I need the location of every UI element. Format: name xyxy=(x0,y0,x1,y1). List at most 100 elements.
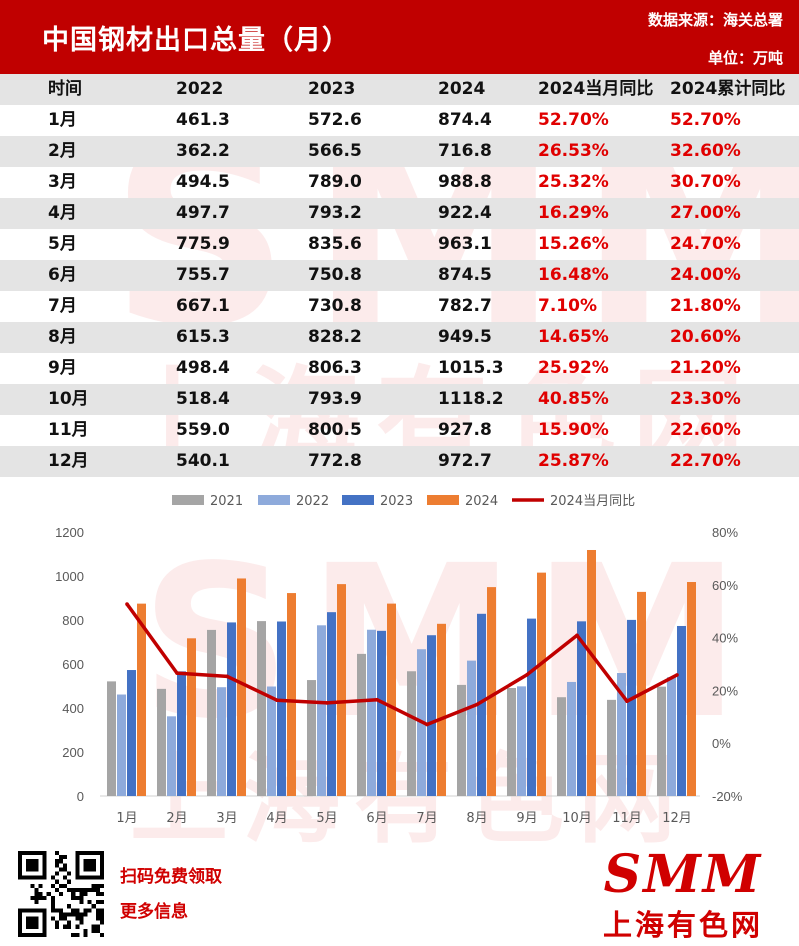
y2-tick-label: 0% xyxy=(712,736,731,751)
month-cell: 2月 xyxy=(48,141,77,161)
footer-text-scan: 扫码免费领取 xyxy=(120,867,222,887)
line-point xyxy=(625,699,629,704)
y2-tick-label: 40% xyxy=(712,631,738,646)
value-cell: 559.0 xyxy=(176,420,230,440)
value-cell: 23.30% xyxy=(670,389,741,409)
bar-2024 xyxy=(337,584,346,796)
value-cell: 828.2 xyxy=(308,327,362,347)
y-tick-label: 800 xyxy=(62,613,84,628)
value-cell: 14.65% xyxy=(538,327,609,347)
value-cell: 1015.3 xyxy=(438,358,504,378)
bar-2022 xyxy=(317,625,326,796)
line-point xyxy=(375,697,379,702)
table-row: 10月 518.4 793.9 1118.2 40.85% 23.30% xyxy=(0,384,799,415)
x-tick-label: 4月 xyxy=(266,811,287,826)
value-cell: 874.4 xyxy=(438,110,492,130)
table-row: 2月 362.2 566.5 716.8 26.53% 32.60% xyxy=(0,136,799,167)
x-tick-label: 3月 xyxy=(216,811,237,826)
bar-2022 xyxy=(217,687,226,796)
bar-2022 xyxy=(517,686,526,796)
value-cell: 835.6 xyxy=(308,234,362,254)
bar-2023 xyxy=(677,625,686,796)
bar-2024 xyxy=(287,593,296,796)
line-point xyxy=(225,674,229,679)
value-cell: 927.8 xyxy=(438,420,492,440)
value-cell: 755.7 xyxy=(176,265,230,285)
legend-label: 2024 xyxy=(465,494,498,509)
header-cell: 时间 xyxy=(48,79,82,99)
month-cell: 7月 xyxy=(48,296,77,316)
table-row: 3月 494.5 789.0 988.8 25.32% 30.70% xyxy=(0,167,799,198)
month-cell: 1月 xyxy=(48,110,77,130)
qr-code-icon xyxy=(18,851,104,937)
value-cell: 24.70% xyxy=(670,234,741,254)
legend-label: 2022 xyxy=(296,494,329,509)
value-cell: 21.80% xyxy=(670,296,741,316)
legend-label: 2024当月同比 xyxy=(550,494,635,509)
line-point xyxy=(125,602,129,606)
x-tick-label: 11月 xyxy=(612,811,642,826)
bar-2023 xyxy=(577,621,586,796)
bar-2021 xyxy=(407,671,416,796)
value-cell: 24.00% xyxy=(670,265,741,285)
y-tick-label: 1200 xyxy=(55,525,84,540)
bar-2021 xyxy=(107,681,116,796)
value-cell: 793.2 xyxy=(308,203,362,223)
value-cell: 25.32% xyxy=(538,172,609,192)
value-cell: 15.26% xyxy=(538,234,609,254)
header-cell: 2024累计同比 xyxy=(670,79,786,99)
value-cell: 40.85% xyxy=(538,389,609,409)
legend-label: 2023 xyxy=(380,494,413,509)
value-cell: 566.5 xyxy=(308,141,362,161)
value-cell: 7.10% xyxy=(538,296,597,316)
smm-logo: SMM 上海有色网 xyxy=(577,844,789,942)
month-cell: 6月 xyxy=(48,265,77,285)
value-cell: 362.2 xyxy=(176,141,230,161)
legend-swatch xyxy=(427,495,459,505)
bar-2024 xyxy=(137,603,146,796)
value-cell: 772.8 xyxy=(308,451,362,471)
y-tick-label: 200 xyxy=(62,745,84,760)
y2-tick-label: 80% xyxy=(712,525,738,540)
table-row: 1月 461.3 572.6 874.4 52.70% 52.70% xyxy=(0,105,799,136)
month-cell: 4月 xyxy=(48,203,77,223)
y-tick-label: 400 xyxy=(62,701,84,716)
value-cell: 26.53% xyxy=(538,141,609,161)
table-row: 6月 755.7 750.8 874.5 16.48% 24.00% xyxy=(0,260,799,291)
value-cell: 518.4 xyxy=(176,389,230,409)
value-cell: 497.7 xyxy=(176,203,230,223)
data-source: 数据来源：海关总署 xyxy=(647,11,783,29)
value-cell: 16.48% xyxy=(538,265,609,285)
bar-2023 xyxy=(527,618,536,796)
table-body: 1月 461.3 572.6 874.4 52.70% 52.70% 2月 362.2 566.… xyxy=(0,105,799,477)
bar-2022 xyxy=(567,681,576,796)
x-tick-label: 10月 xyxy=(562,811,592,826)
bar-2024 xyxy=(537,572,546,796)
table-row: 11月 559.0 800.5 927.8 15.90% 22.60% xyxy=(0,415,799,446)
value-cell: 32.60% xyxy=(670,141,741,161)
x-tick-label: 2月 xyxy=(166,811,187,826)
y2-tick-label: -20% xyxy=(712,789,743,804)
value-cell: 25.87% xyxy=(538,451,609,471)
value-cell: 27.00% xyxy=(670,203,741,223)
bar-2021 xyxy=(457,684,466,796)
bar-2024 xyxy=(437,623,446,796)
value-cell: 461.3 xyxy=(176,110,230,130)
value-cell: 20.60% xyxy=(670,327,741,347)
bar-2021 xyxy=(657,686,666,796)
value-cell: 615.3 xyxy=(176,327,230,347)
x-tick-label: 9月 xyxy=(516,811,537,826)
value-cell: 52.70% xyxy=(670,110,741,130)
x-tick-label: 7月 xyxy=(416,811,437,826)
month-cell: 10月 xyxy=(48,389,89,409)
bar-2024 xyxy=(687,582,696,796)
bar-2021 xyxy=(307,680,316,796)
bar-2023 xyxy=(477,613,486,796)
line-point xyxy=(325,701,329,705)
value-cell: 874.5 xyxy=(438,265,492,285)
value-cell: 922.4 xyxy=(438,203,492,223)
y2-tick-label: 20% xyxy=(712,683,738,698)
x-tick-label: 6月 xyxy=(366,811,387,826)
value-cell: 21.20% xyxy=(670,358,741,378)
value-cell: 793.9 xyxy=(308,389,362,409)
